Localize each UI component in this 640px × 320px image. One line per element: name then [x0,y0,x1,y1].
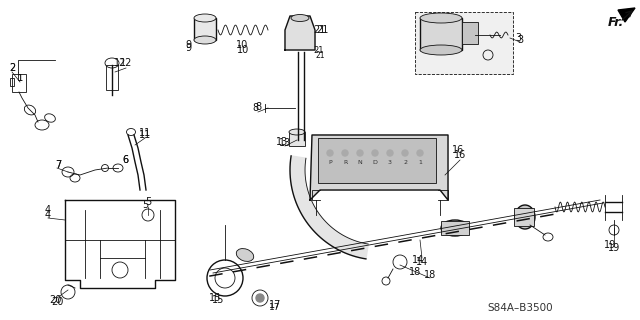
Text: 16: 16 [454,150,466,160]
Text: 5: 5 [142,200,148,210]
Ellipse shape [194,36,216,44]
Circle shape [327,150,333,156]
Bar [462,22,478,44]
Text: 13: 13 [276,137,288,147]
Text: 12: 12 [120,58,132,68]
Ellipse shape [515,205,535,229]
Text: Fr.: Fr. [608,16,624,29]
Ellipse shape [420,45,462,55]
Ellipse shape [236,249,253,261]
Text: 8: 8 [255,102,261,112]
Polygon shape [290,156,368,259]
Text: 15: 15 [212,295,224,305]
Ellipse shape [441,220,469,236]
Bar [12,74,26,92]
Text: 3: 3 [517,35,523,45]
Bar [194,18,216,40]
Text: R: R [343,159,347,164]
Text: 17: 17 [269,300,281,310]
Text: 18: 18 [424,270,436,280]
Text: 6: 6 [122,155,128,165]
Bar [514,208,534,226]
Circle shape [387,150,393,156]
Text: 14: 14 [416,257,428,267]
Text: 21: 21 [314,45,324,54]
Text: 1: 1 [17,74,22,83]
Text: 2: 2 [9,63,15,73]
Ellipse shape [291,14,309,21]
Text: 4: 4 [45,205,51,215]
Text: 19: 19 [604,240,616,250]
Circle shape [372,150,378,156]
Text: P: P [328,159,332,164]
Bar [415,12,513,74]
Text: 2: 2 [9,63,15,73]
Text: 10: 10 [236,40,248,50]
Polygon shape [618,8,635,22]
Text: 8: 8 [252,103,258,113]
Text: 13: 13 [279,138,291,148]
Text: 17: 17 [269,303,281,313]
Text: 18: 18 [409,267,421,277]
Circle shape [342,150,348,156]
Text: 9: 9 [185,43,191,53]
Text: 14: 14 [412,255,424,265]
Text: N: N [358,159,362,164]
Circle shape [357,150,363,156]
Text: 15: 15 [209,293,221,303]
Text: 2: 2 [403,159,407,164]
Text: 3: 3 [515,33,521,43]
Text: 20: 20 [51,297,63,307]
Circle shape [402,150,408,156]
Text: 5: 5 [145,197,151,207]
Text: 3: 3 [388,159,392,164]
Text: S84A–B3500: S84A–B3500 [487,303,553,313]
Bar [106,65,118,90]
Bar [318,138,436,183]
Text: 12: 12 [114,58,126,68]
Text: 21: 21 [313,25,325,35]
Text: 1: 1 [18,74,22,83]
Circle shape [417,150,423,156]
Text: 6: 6 [122,155,128,165]
Text: 16: 16 [452,145,464,155]
Text: 21: 21 [316,25,328,35]
Bar [420,18,462,50]
Text: 11: 11 [139,128,151,138]
Text: 11: 11 [139,130,151,140]
Text: 10: 10 [237,45,249,55]
Ellipse shape [420,13,462,23]
Bar [441,221,469,235]
Text: 7: 7 [55,160,61,170]
Text: 9: 9 [185,40,191,50]
Text: 4: 4 [45,210,51,220]
Ellipse shape [289,129,305,135]
Circle shape [256,294,264,302]
Text: 1: 1 [418,159,422,164]
Text: 21: 21 [316,51,324,60]
Ellipse shape [194,14,216,22]
Text: 20: 20 [49,295,61,305]
Text: D: D [372,159,378,164]
Bar [289,132,305,146]
Bar [10,78,14,86]
Text: 19: 19 [608,243,620,253]
Polygon shape [310,135,448,200]
Polygon shape [285,16,315,50]
Ellipse shape [127,129,136,135]
Text: 7: 7 [55,160,61,170]
